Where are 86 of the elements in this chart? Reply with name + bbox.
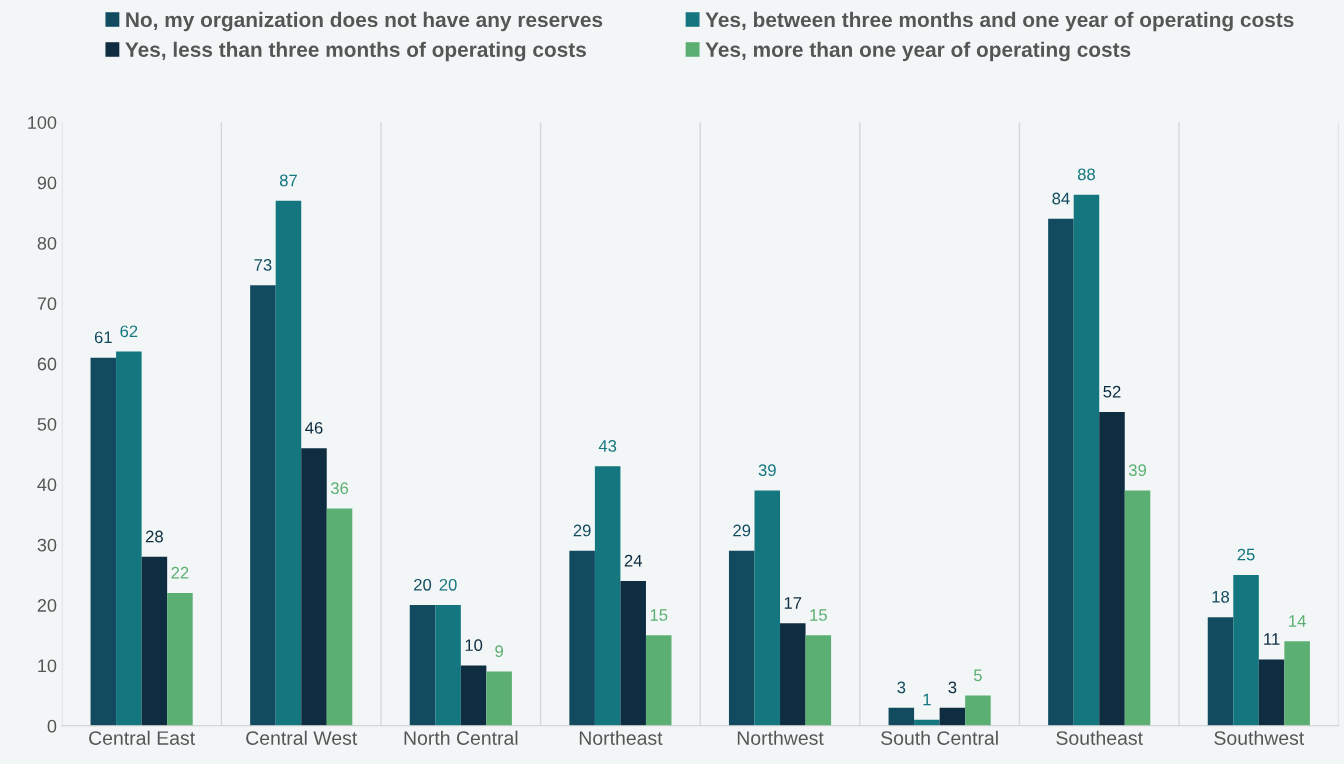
data-label: 20 [414,578,432,591]
data-label: 62 [120,325,138,338]
x-tick-label: Northeast [579,730,663,745]
data-label: 14 [1289,615,1306,627]
y-tick-label: 0 [47,719,57,733]
data-label: 84 [1052,192,1070,205]
x-tick-label: South Central [881,730,998,745]
x-tick-label: North Central [404,730,518,745]
bar [888,707,915,726]
bar [326,508,353,726]
data-label: 73 [254,258,272,271]
bar [1099,411,1125,726]
bar [1124,490,1151,726]
y-tick-label: 90 [37,176,57,190]
bar [486,671,512,726]
y-tick-label: 100 [28,116,57,129]
y-tick-label: 20 [37,599,57,612]
data-label: 11 [1264,633,1280,645]
data-label: 88 [1077,168,1095,181]
bar [409,605,436,726]
data-label: 15 [810,609,827,621]
legend-label: Yes, less than three months of operating costs [125,41,586,62]
legend-label: Yes, more than one year of operating costs [705,41,1131,62]
bar [569,550,595,726]
data-label: 5 [973,669,982,682]
legend-label: Yes, between three months and one year of operating costs [705,11,1294,32]
data-label: 43 [598,440,617,452]
x-tick-label: Northwest [737,730,824,745]
data-label: 24 [624,554,642,567]
data-label: 29 [733,524,751,537]
y-tick-label: 50 [37,417,57,431]
y-tick-label: 10 [38,659,57,673]
bar [754,490,781,726]
data-label: 1 [923,693,931,706]
y-tick-label: 30 [37,538,57,552]
data-label: 36 [330,482,349,495]
y-tick-label: 60 [37,357,57,371]
data-label: 18 [1212,590,1230,603]
y-tick-label: 80 [37,236,57,250]
bar [116,351,142,726]
bar [594,466,621,726]
bar [965,695,991,726]
data-label: 39 [758,464,776,477]
bar [301,448,327,726]
bar [805,635,832,726]
data-label: 28 [145,530,163,543]
data-label: 52 [1103,385,1121,398]
data-label: 46 [305,421,323,434]
bar [141,556,168,726]
bar [1258,659,1285,726]
data-label: 29 [573,524,591,537]
bar [1073,194,1100,726]
y-tick-label: 40 [37,478,57,492]
bar [90,357,117,726]
bar [275,200,302,726]
data-label: 25 [1237,548,1255,561]
data-label: 3 [897,681,906,694]
bar [435,605,461,726]
legend-label: No, my organization does not have any reserves [126,11,603,32]
x-tick-label: Central East [89,730,195,745]
data-label: 9 [495,645,503,658]
bar [460,665,487,726]
bar [620,580,646,726]
bar [780,623,806,726]
y-tick-label: 70 [37,297,57,311]
x-tick-label: Southeast [1056,730,1143,745]
bar [1207,617,1234,726]
data-label: 22 [171,566,189,579]
data-label: 10 [465,639,483,652]
bar [728,550,755,726]
data-label: 39 [1128,464,1147,477]
data-label: 15 [650,609,668,621]
bar [167,593,193,726]
x-tick-label: Southwest [1214,730,1305,745]
data-label: 20 [439,578,457,591]
bar [939,707,966,726]
bar [1048,218,1074,726]
data-label: 3 [948,681,957,694]
bar [250,285,276,726]
bar [1233,574,1259,726]
data-label: 87 [279,174,297,187]
data-label: 17 [784,597,802,609]
bar [1284,641,1310,726]
bar [645,635,672,726]
x-tick-label: Central West [246,730,358,745]
data-label: 61 [94,331,112,344]
